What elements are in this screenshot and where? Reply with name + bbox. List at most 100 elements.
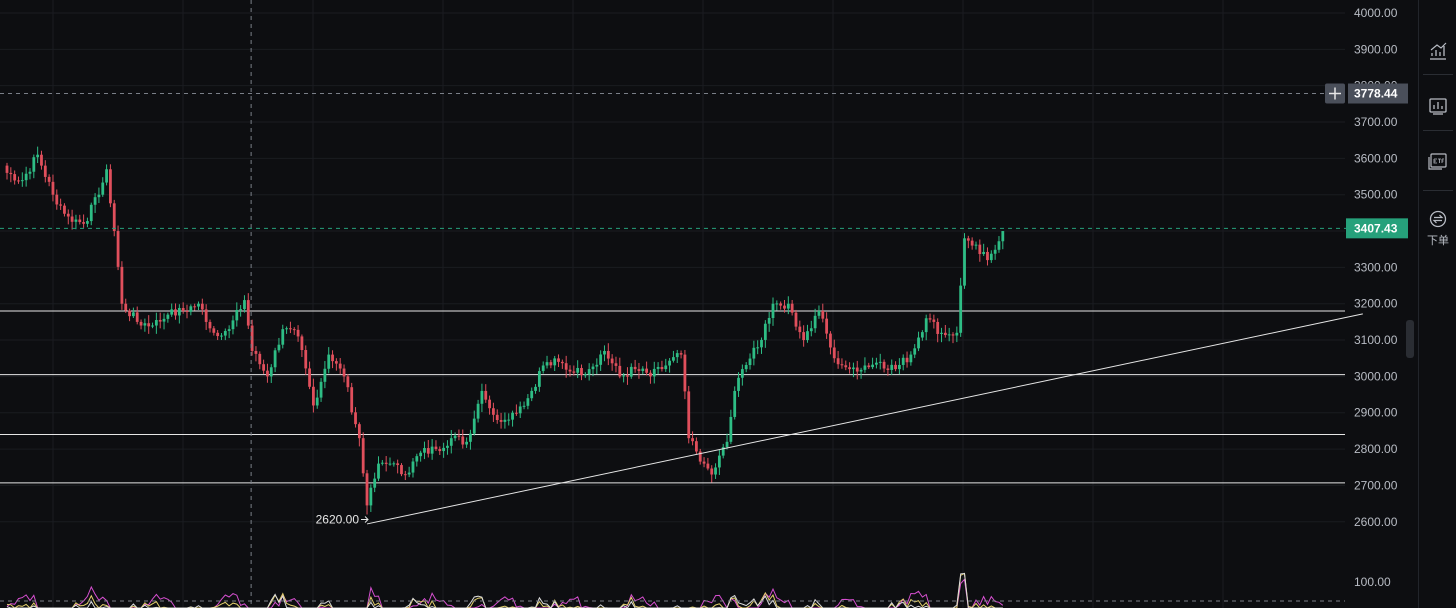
candle-body (706, 463, 710, 469)
candle-body (649, 372, 652, 377)
oscillator-pane (6, 572, 1004, 608)
candle-body (534, 386, 537, 391)
candle-body (453, 435, 457, 439)
price-tick-label: 2800.00 (1354, 442, 1398, 456)
candle-body (626, 375, 629, 377)
candle-body (664, 365, 668, 370)
candle-body (246, 300, 250, 326)
crosshair-price-tag-label: 3778.44 (1354, 87, 1398, 101)
candle-body (51, 181, 55, 195)
horizontal-levels (0, 310, 1345, 484)
candle-body (197, 303, 200, 307)
candle-body (208, 321, 212, 329)
candle-body (840, 364, 844, 366)
candle-body (235, 309, 239, 321)
indicator-button[interactable] (1423, 91, 1453, 121)
crosshair-price-tag[interactable]: 3778.44 (1325, 83, 1408, 104)
candle-body (369, 487, 373, 506)
toolbar-top-button[interactable] (1423, 0, 1453, 30)
candle-body (817, 310, 821, 316)
candle-body (109, 169, 112, 204)
candle-body (105, 169, 108, 183)
candle-body (204, 309, 208, 322)
candle-body (86, 221, 89, 224)
candle-body (710, 468, 714, 475)
candle-body (966, 238, 970, 241)
price-chart[interactable]: 4000.003900.003800.003700.003600.003500.… (0, 0, 1418, 608)
candle-body (449, 438, 453, 446)
last-price-tag-bg (1346, 218, 1408, 239)
trend-line[interactable] (366, 313, 1363, 525)
candle-body (476, 403, 480, 419)
candle-body (407, 472, 411, 475)
candle-body (495, 414, 499, 421)
candle-body (909, 354, 913, 363)
candle-body (289, 328, 292, 330)
candle-body (875, 362, 878, 365)
order-button[interactable] (1423, 204, 1453, 234)
candle-body (135, 312, 139, 322)
candle-body (243, 300, 246, 310)
candle-body (323, 368, 327, 382)
candle-body (285, 328, 288, 330)
candle-body (465, 441, 468, 445)
candle-body (978, 244, 982, 255)
etf-button[interactable] (1423, 146, 1453, 176)
candle-body (82, 222, 85, 224)
candle-body (717, 455, 721, 468)
candle-body (128, 310, 131, 317)
candle-body (794, 312, 798, 327)
candle-body (430, 446, 434, 454)
candle-body (890, 364, 894, 370)
candle-body (786, 303, 790, 309)
candle-body (802, 332, 806, 341)
candle-body (480, 390, 484, 404)
candle-body (767, 317, 771, 324)
candle-body (365, 473, 369, 506)
candle-body (484, 390, 488, 400)
price-tick-label: 2700.00 (1354, 478, 1398, 492)
candle-body (886, 368, 890, 370)
candle-body (989, 253, 993, 261)
candle-body (361, 438, 365, 474)
candle-body (564, 363, 568, 370)
candle-body (70, 216, 74, 222)
candle-body (308, 368, 311, 387)
candle-body (74, 219, 78, 222)
candle-body (763, 323, 767, 340)
candle-body (469, 433, 472, 442)
trend-chart-button[interactable] (1423, 36, 1453, 66)
candle-body (304, 350, 308, 369)
candle-body (748, 358, 752, 366)
candle-body (250, 325, 254, 351)
candle-body (403, 474, 407, 476)
trend-chart-icon (1430, 42, 1447, 60)
price-tick-label: 3000.00 (1354, 369, 1398, 383)
candle-body (986, 251, 989, 261)
candle-body (928, 318, 932, 320)
candle-body (342, 368, 346, 377)
candle-body (66, 213, 70, 217)
candle-body (5, 165, 9, 173)
crosshair-price-tag-bg (1348, 83, 1408, 104)
candle-body (871, 364, 874, 368)
candle-body (775, 303, 779, 305)
panel-collapse-handle[interactable] (1406, 320, 1414, 358)
candle-body (951, 334, 955, 336)
toolbar-separator (1423, 74, 1453, 75)
candle-body (216, 332, 220, 337)
candle-body (193, 306, 197, 308)
candle-body (848, 367, 851, 370)
right-toolbar: 下单 (1418, 0, 1456, 608)
low-marker: 2620.00 (316, 512, 369, 526)
candle-body (350, 387, 354, 413)
candle-body (560, 361, 564, 364)
candle-body (867, 365, 871, 368)
candle-body (492, 408, 495, 415)
candle-body (779, 303, 783, 306)
price-tick-label: 3900.00 (1354, 42, 1398, 56)
candle-body (461, 436, 465, 445)
low-marker-arrow (361, 516, 369, 523)
low-marker-label: 2620.00 (316, 512, 360, 526)
oscillator-tick-label: 100.00 (1354, 575, 1391, 589)
